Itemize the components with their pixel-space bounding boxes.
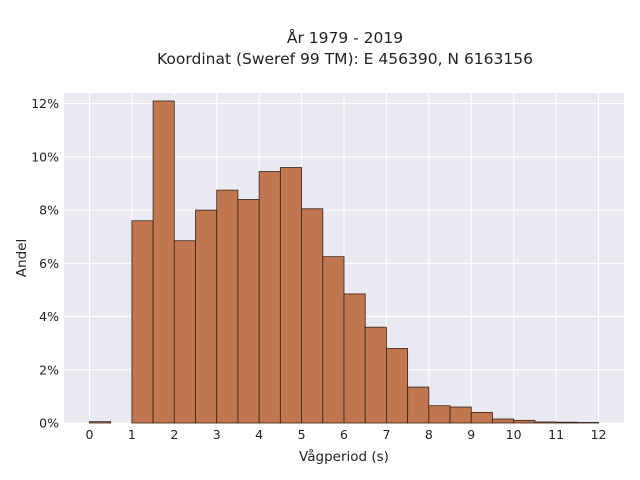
x-tick-label: 11 [548, 427, 564, 442]
histogram-bar [301, 208, 324, 424]
histogram-bar [386, 348, 409, 424]
x-tick-label: 1 [128, 427, 136, 442]
histogram-bar [152, 100, 175, 424]
x-tick-label: 7 [382, 427, 390, 442]
x-axis-ticks: 0 1 2 3 4 5 6 7 8 9 10 11 12 [85, 427, 606, 442]
histogram-bar [322, 256, 345, 424]
histogram-bar [364, 326, 387, 424]
x-tick-label: 5 [298, 427, 306, 442]
y-tick-label: 12% [31, 96, 59, 111]
chart-title: År 1979 - 2019 [286, 29, 404, 47]
histogram-bar [279, 167, 302, 424]
histogram-bar [576, 422, 599, 424]
y-tick-label: 0% [39, 416, 59, 431]
y-tick-label: 6% [39, 256, 59, 271]
x-tick-label: 4 [255, 427, 263, 442]
chart-subtitle: Koordinat (Sweref 99 TM): E 456390, N 61… [157, 50, 533, 68]
histogram-bar [407, 386, 430, 424]
x-tick-label: 10 [506, 427, 522, 442]
y-tick-label: 8% [39, 203, 59, 218]
histogram-bar [89, 421, 112, 424]
y-axis-ticks: 0% 2% 4% 6% 8% 10% 12% [31, 96, 59, 430]
chart-title-block: År 1979 - 2019 Koordinat (Sweref 99 TM):… [0, 28, 640, 70]
x-tick-label: 8 [425, 427, 433, 442]
y-axis-label: Andel [14, 239, 30, 277]
histogram-bar [492, 418, 515, 424]
x-tick-label: 6 [340, 427, 348, 442]
histogram-bar [343, 293, 366, 424]
histogram-bar [555, 421, 578, 424]
histogram-bar [173, 240, 196, 424]
x-axis-label: Vågperiod (s) [299, 448, 389, 465]
x-tick-label: 3 [213, 427, 221, 442]
y-tick-label: 4% [39, 309, 59, 324]
histogram-bar [513, 419, 536, 424]
histogram-bar [258, 171, 281, 424]
histogram-bar [449, 406, 472, 424]
histogram-bar [195, 209, 218, 424]
y-tick-label: 10% [31, 149, 59, 164]
histogram-bar [237, 199, 260, 424]
bars [89, 100, 599, 424]
histogram-bar [428, 405, 451, 424]
x-tick-label: 12 [591, 427, 607, 442]
histogram-bar [216, 189, 239, 424]
histogram-bar [131, 220, 154, 424]
x-tick-label: 0 [85, 427, 93, 442]
histogram-bar [534, 421, 557, 424]
x-tick-label: 9 [467, 427, 475, 442]
histogram-bar [470, 411, 493, 424]
x-tick-label: 2 [170, 427, 178, 442]
y-tick-label: 2% [39, 362, 59, 377]
